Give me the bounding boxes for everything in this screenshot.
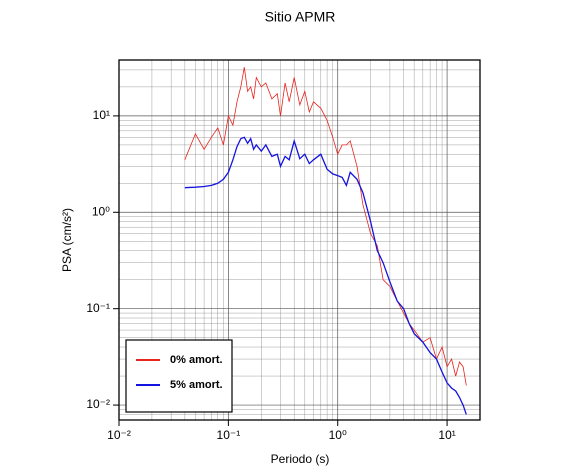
y-tick-label: 10¹ <box>93 108 110 122</box>
legend-label: 0% amort. <box>170 354 223 366</box>
legend-label: 5% amort. <box>170 379 223 391</box>
x-axis-label: Periodo (s) <box>271 452 330 466</box>
series-line <box>184 136 467 415</box>
y-tick-label: 10⁰ <box>92 204 110 218</box>
legend-box <box>125 339 233 413</box>
y-tick-label: 10⁻¹ <box>86 301 110 315</box>
x-tick-label: 10⁻² <box>107 428 131 442</box>
x-tick-label: 10⁻¹ <box>217 428 241 442</box>
legend: 0% amort. 5% amort. <box>125 339 233 413</box>
y-axis-label: PSA (cm/s²) <box>60 208 74 272</box>
x-tick-label: 10⁰ <box>329 428 347 442</box>
y-tick-label: 10⁻² <box>86 397 110 411</box>
series-line <box>184 67 467 386</box>
plot-frame <box>118 59 481 421</box>
chart-title: Sitio APMR <box>265 9 336 25</box>
x-tick-label: 10¹ <box>438 428 455 442</box>
